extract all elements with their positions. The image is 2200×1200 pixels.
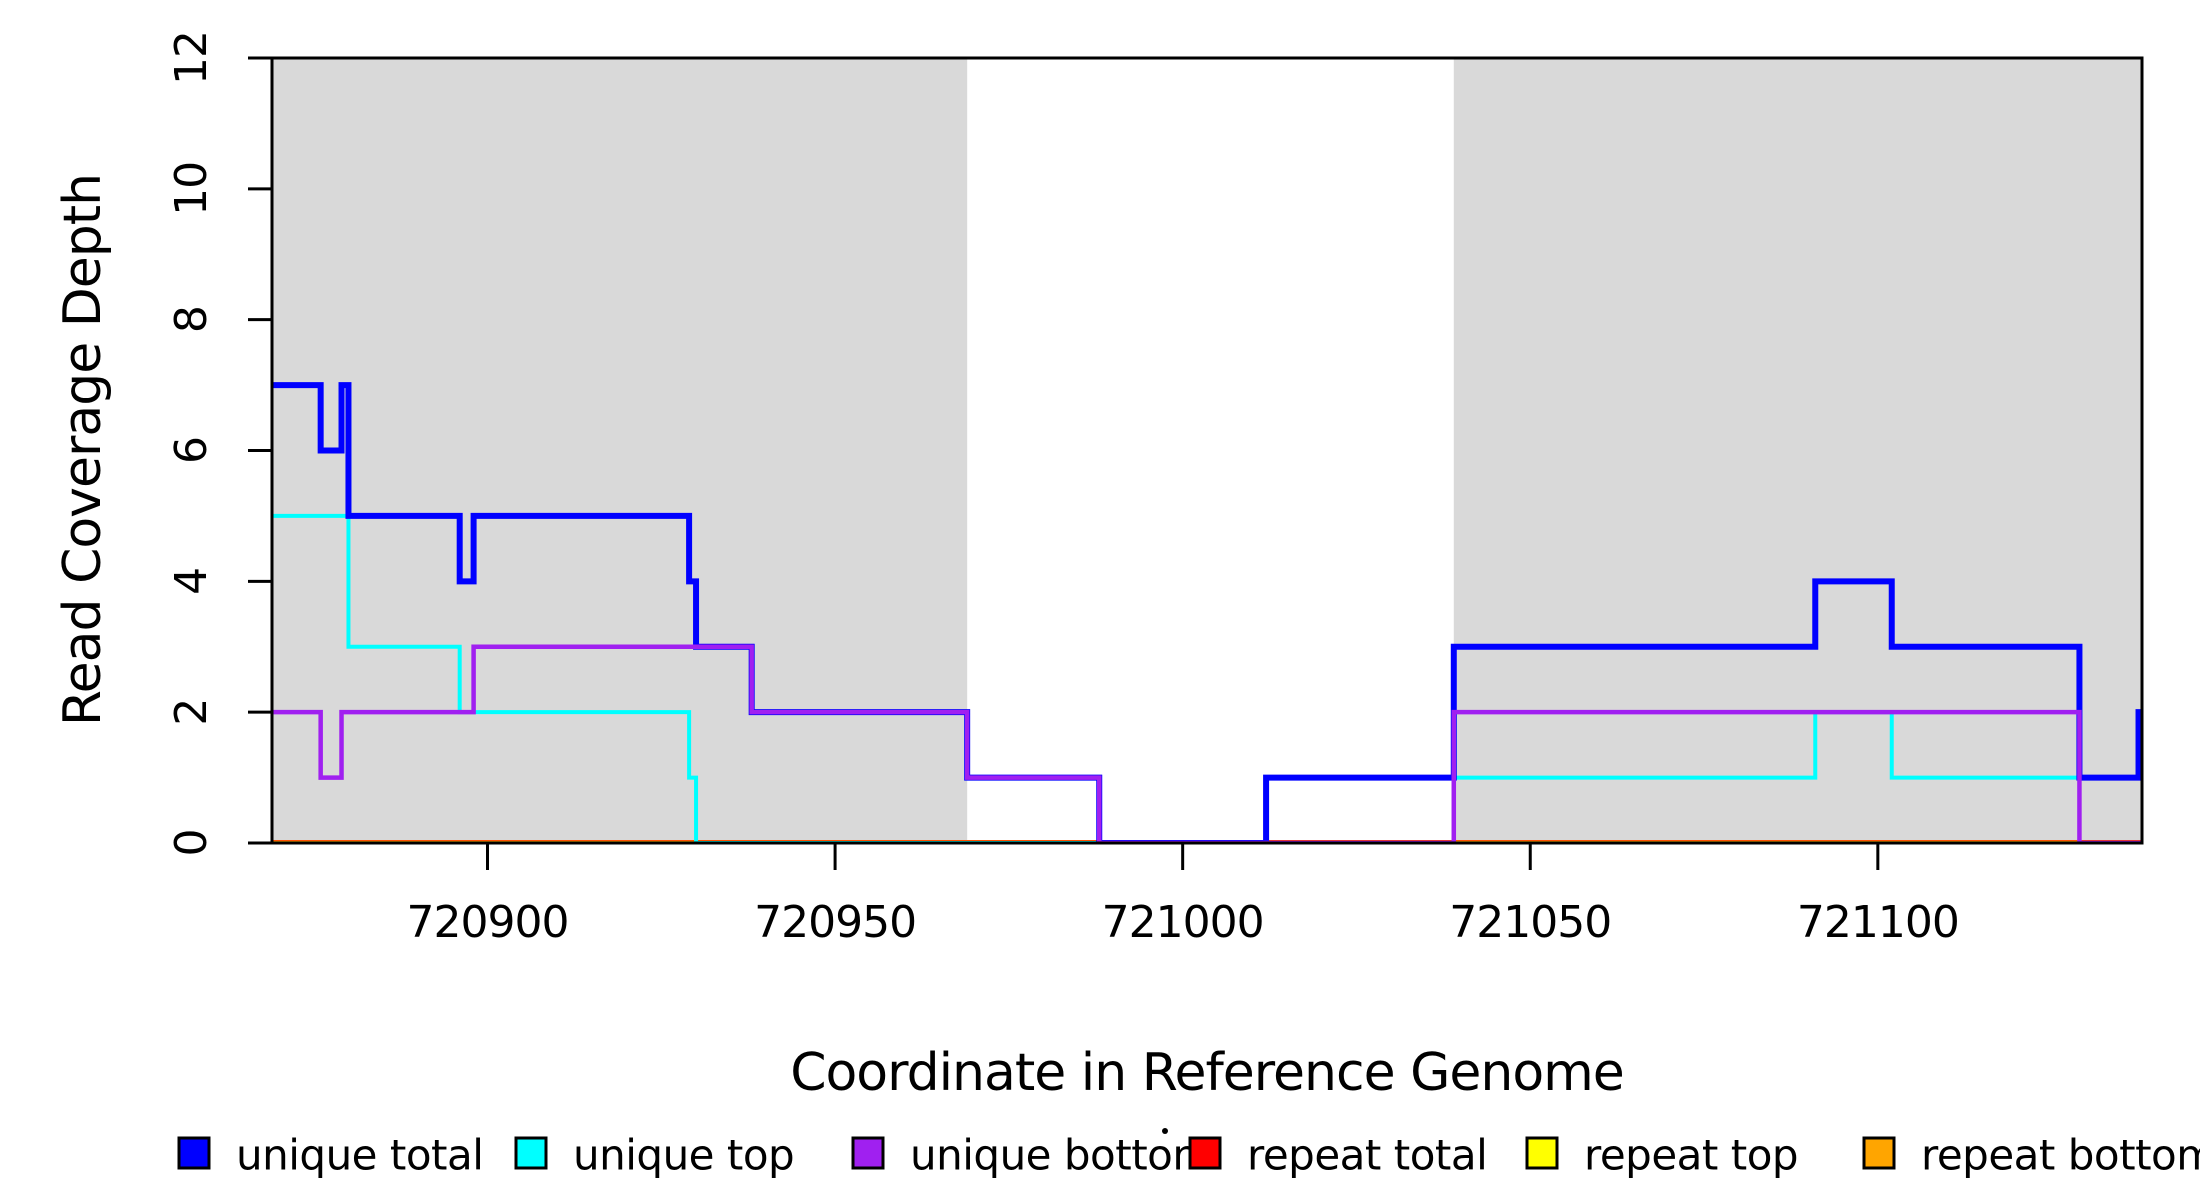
legend-artifact-dot [1162,1128,1168,1134]
x-tick-label: 720900 [407,897,569,948]
x-axis-title: Coordinate in Reference Genome [790,1043,1624,1103]
y-tick-label: 8 [166,306,217,333]
legend-item-repeat-total: repeat total [1188,1131,1488,1180]
y-tick-label: 10 [166,162,217,216]
y-axis: 0 2 4 6 8 10 12 [166,31,272,857]
legend-swatch [177,1136,211,1170]
legend-swatch [514,1136,548,1170]
legend-item-unique-total: unique total [177,1131,484,1180]
x-tick-label: 720950 [754,897,916,948]
legend-label: repeat top [1584,1131,1798,1180]
legend-label: unique total [236,1131,483,1180]
x-tick-label: 721050 [1449,897,1611,948]
repeat-region-shades [272,58,2142,843]
legend-item-repeat-bottom: repeat bottom [1862,1131,2200,1180]
y-axis-title: Read Coverage Depth [53,174,113,726]
legend-swatch [1862,1136,1896,1170]
legend-item-unique-bottom: unique bottom [851,1131,1213,1180]
repeat-region-2 [1453,58,2142,843]
legend-swatch [1525,1136,1559,1170]
legend-item-unique-top: unique top [514,1131,795,1180]
coverage-series-lines [272,382,2142,843]
legend-swatch [851,1136,885,1170]
legend-swatch [1188,1136,1222,1170]
x-axis: 720900 720950 721000 721050 721100 [407,843,1960,948]
legend-label: repeat bottom [1921,1131,2200,1180]
x-tick-label: 721100 [1797,897,1959,948]
legend-label: unique bottom [910,1131,1213,1180]
x-tick-label: 721000 [1102,897,1264,948]
legend-item-repeat-top: repeat top [1525,1131,1799,1180]
y-tick-label: 12 [166,31,217,85]
series-unique-top-line [272,513,2142,843]
series-unique-bottom-line [272,644,2142,843]
legend: unique total unique top unique bottom repea… [177,1128,2200,1180]
repeat-region-1 [272,58,968,843]
legend-label: unique top [573,1131,794,1180]
legend-label: repeat total [1247,1131,1487,1180]
y-tick-label: 4 [166,568,217,595]
y-tick-label: 6 [166,437,217,464]
y-tick-label: 2 [166,699,217,726]
y-tick-label: 0 [166,830,217,857]
